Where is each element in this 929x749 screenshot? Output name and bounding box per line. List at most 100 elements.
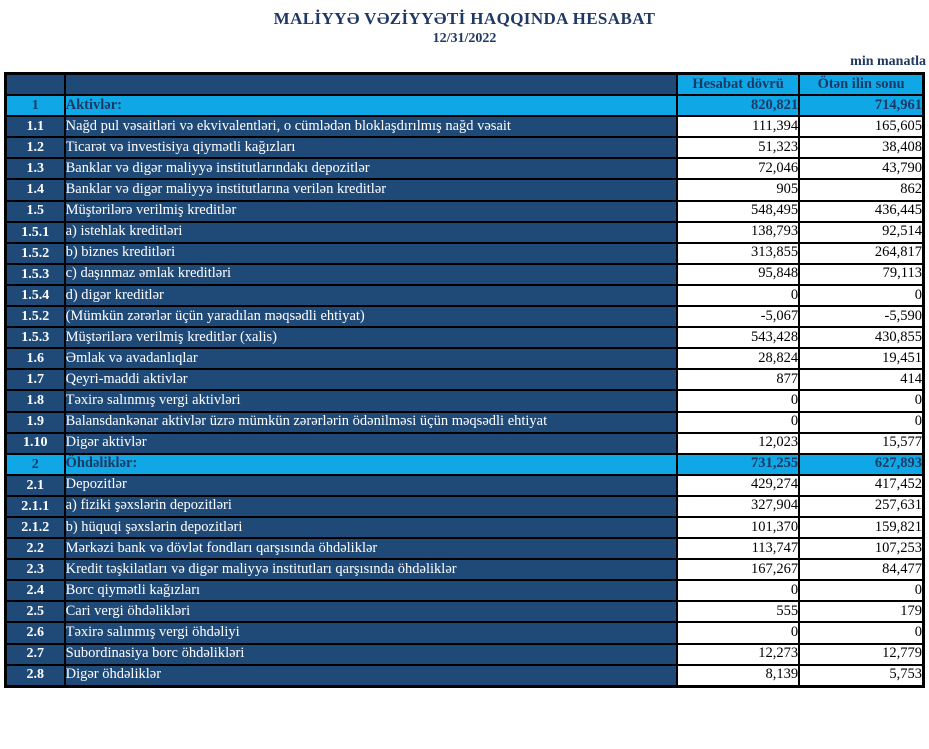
row-number: 1.9 [4, 410, 66, 434]
table-row: 2.7 Subordinasiya borc öhdəlikləri 12,27… [4, 642, 925, 666]
row-number: 1.5.1 [4, 220, 66, 244]
row-number: 1.5.3 [4, 326, 66, 350]
row-number: 1.5.2 [4, 305, 66, 329]
table-row: 2.2 Mərkəzi bank və dövlət fondları qarş… [4, 537, 925, 561]
row-number: 2.2 [4, 537, 66, 561]
row-previous-value: 714,961 [798, 94, 925, 118]
table-row: 1.5.3 c) daşınmaz əmlak kreditləri 95,84… [4, 262, 925, 286]
row-label: Qeyri-maddi aktivlər [63, 368, 678, 392]
row-label: Mərkəzi bank və dövlət fondları qarşısın… [63, 537, 678, 561]
row-current-value: 113,747 [675, 537, 801, 561]
table-row: 1.10 Digər aktivlər 12,023 15,577 [4, 431, 925, 455]
row-previous-value: 436,445 [798, 199, 925, 223]
row-label: b) hüquqi şəxslərin depozitləri [63, 515, 678, 540]
row-current-value: 0 [675, 283, 801, 308]
row-previous-value: 79,113 [798, 262, 925, 286]
header-row-number-cell [4, 72, 66, 97]
row-label: Depozitlər [63, 473, 678, 497]
row-previous-value: 43,790 [798, 157, 925, 181]
row-current-value: 548,495 [675, 199, 801, 223]
row-previous-value: 414 [798, 368, 925, 392]
row-previous-value: 0 [798, 410, 925, 434]
row-number: 2.6 [4, 621, 66, 645]
row-number: 2.8 [4, 663, 66, 688]
row-current-value: 101,370 [675, 515, 801, 540]
table-row: 1.5.4 d) digər kreditlər 0 0 [4, 283, 925, 308]
row-current-value: 12,273 [675, 642, 801, 666]
table-row: 2.1.2 b) hüquqi şəxslərin depozitləri 10… [4, 515, 925, 540]
row-label: a) fiziki şəxslərin depozitləri [63, 494, 678, 518]
row-current-value: 905 [675, 178, 801, 202]
row-previous-value: 19,451 [798, 347, 925, 371]
row-current-value: 0 [675, 389, 801, 413]
row-label: Banklar və digər maliyyə institutlarında… [63, 157, 678, 181]
row-previous-value: 84,477 [798, 558, 925, 582]
table-row: 2.3 Kredit təşkilatları və digər maliyyə… [4, 558, 925, 582]
unit-note: min manatla [850, 54, 926, 69]
table-row: 1.7 Qeyri-maddi aktivlər 877 414 [4, 368, 925, 392]
row-previous-value: 0 [798, 283, 925, 308]
row-number: 2.7 [4, 642, 66, 666]
table-row: 1.5 Müştərilərə verilmiş kreditlər 548,4… [4, 199, 925, 223]
report-date: 12/31/2022 [432, 31, 497, 46]
row-current-value: 555 [675, 600, 801, 624]
row-number: 2.1.2 [4, 515, 66, 540]
row-number: 1 [4, 94, 66, 118]
row-label: Ticarət və investisiya qiymətli kağızlar… [63, 136, 678, 160]
row-current-value: 0 [675, 579, 801, 603]
row-current-value: 8,139 [675, 663, 801, 688]
row-number: 2.3 [4, 558, 66, 582]
row-current-value: 731,255 [675, 452, 801, 476]
row-previous-value: 38,408 [798, 136, 925, 160]
table-row: 1.3 Banklar və digər maliyyə institutlar… [4, 157, 925, 181]
row-number: 2.1.1 [4, 494, 66, 518]
table-row: 2.1.1 a) fiziki şəxslərin depozitləri 32… [4, 494, 925, 518]
table-row: 1.5.2 b) biznes kreditləri 313,855 264,8… [4, 241, 925, 265]
row-label: Balansdankənar aktivlər üzrə mümkün zərə… [63, 410, 678, 434]
row-previous-value: 92,514 [798, 220, 925, 244]
row-current-value: 0 [675, 410, 801, 434]
header-previous-period: Ötən ilin sonu [798, 72, 925, 97]
row-previous-value: 430,855 [798, 326, 925, 350]
header-description-cell [63, 72, 678, 97]
row-label: Nağd pul vəsaitləri və ekvivalentləri, o… [63, 115, 678, 139]
header-current-period: Hesabat dövrü [675, 72, 801, 97]
table-row: 1 Aktivlər: 820,821 714,961 [4, 94, 925, 118]
row-current-value: 167,267 [675, 558, 801, 582]
table-header-row: Hesabat dövrü Ötən ilin sonu [4, 72, 925, 97]
row-label: Subordinasiya borc öhdəlikləri [63, 642, 678, 666]
row-number: 1.2 [4, 136, 66, 160]
row-label: Digər aktivlər [63, 431, 678, 455]
row-label: a) istehlak kreditləri [63, 220, 678, 244]
row-label: (Mümkün zərərlər üçün yaradılan məqsədli… [63, 305, 678, 329]
row-current-value: 0 [675, 621, 801, 645]
row-label: Təxirə salınmış vergi öhdəliyi [63, 621, 678, 645]
row-label: Müştərilərə verilmiş kreditlər (xalis) [63, 326, 678, 350]
row-previous-value: 179 [798, 600, 925, 624]
financial-position-table: Hesabat dövrü Ötən ilin sonu 1 Aktivlər:… [4, 72, 925, 688]
row-number: 1.5.2 [4, 241, 66, 265]
row-current-value: 111,394 [675, 115, 801, 139]
row-current-value: 28,824 [675, 347, 801, 371]
table-row: 1.5.2 (Mümkün zərərlər üçün yaradılan mə… [4, 305, 925, 329]
table-row: 2.4 Borc qiymətli kağızları 0 0 [4, 579, 925, 603]
table-row: 1.5.1 a) istehlak kreditləri 138,793 92,… [4, 220, 925, 244]
table-row: 1.6 Əmlak və avadanlıqlar 28,824 19,451 [4, 347, 925, 371]
row-previous-value: 159,821 [798, 515, 925, 540]
row-previous-value: 417,452 [798, 473, 925, 497]
row-previous-value: -5,590 [798, 305, 925, 329]
row-current-value: 877 [675, 368, 801, 392]
row-previous-value: 862 [798, 178, 925, 202]
row-current-value: 327,904 [675, 494, 801, 518]
row-previous-value: 0 [798, 621, 925, 645]
row-number: 1.10 [4, 431, 66, 455]
row-number: 2 [4, 452, 66, 476]
table-row: 1.5.3 Müştərilərə verilmiş kreditlər (xa… [4, 326, 925, 350]
row-current-value: 72,046 [675, 157, 801, 181]
row-current-value: -5,067 [675, 305, 801, 329]
table-row: 1.9 Balansdankənar aktivlər üzrə mümkün … [4, 410, 925, 434]
row-previous-value: 257,631 [798, 494, 925, 518]
table-row: 2.6 Təxirə salınmış vergi öhdəliyi 0 0 [4, 621, 925, 645]
row-number: 1.7 [4, 368, 66, 392]
